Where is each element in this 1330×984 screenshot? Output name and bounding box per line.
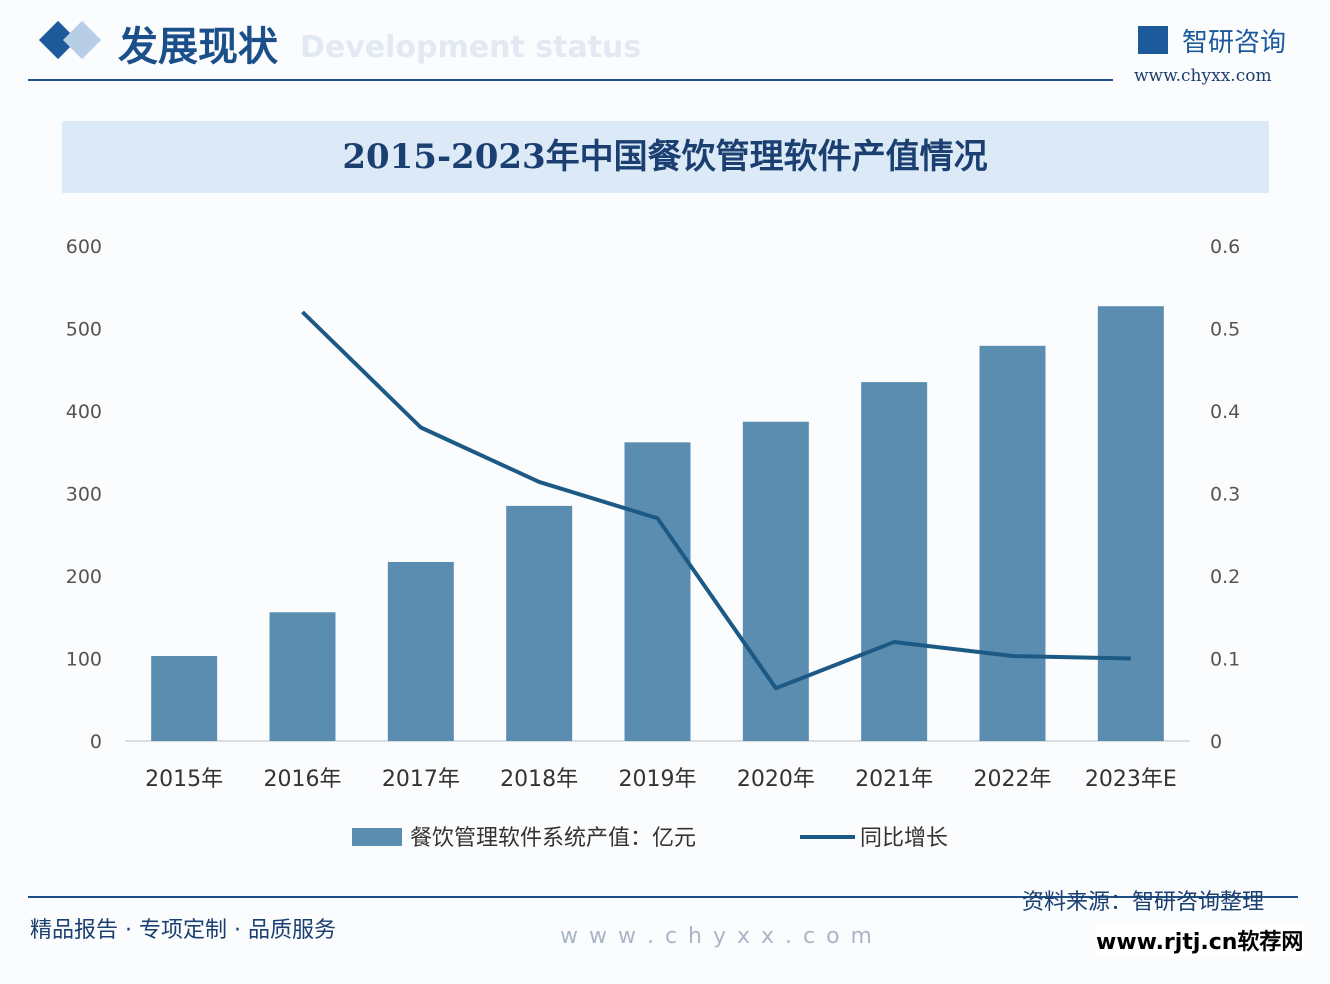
section-subtitle: Development status (300, 30, 642, 65)
x-tick-label: 2020年 (737, 767, 815, 792)
y-left-tick-label: 100 (66, 649, 102, 671)
y-left-tick-label: 300 (66, 484, 102, 506)
bar (742, 421, 809, 741)
y-left-tick-label: 500 (66, 319, 102, 341)
legend-bar-swatch (352, 828, 402, 846)
bar (1097, 306, 1164, 741)
x-tick-label: 2015年 (145, 767, 223, 792)
bar (861, 382, 928, 741)
bar (624, 442, 691, 741)
legend-bar-label: 餐饮管理软件系统产值：亿元 (410, 826, 696, 851)
source-note: 资料来源：智研咨询整理 (1022, 890, 1265, 915)
y-left-tick-label: 0 (90, 731, 102, 753)
footer-divider (28, 896, 1298, 898)
y-right-tick-label: 0 (1210, 731, 1222, 753)
bar (506, 505, 573, 741)
x-tick-label: 2016年 (264, 767, 342, 792)
y-right-tick-label: 0.6 (1210, 236, 1240, 258)
legend-line-label: 同比增长 (860, 826, 948, 851)
growth-line (301, 310, 1131, 691)
bar (269, 612, 336, 741)
x-tick-label: 2019年 (619, 767, 697, 792)
title-band (62, 121, 1269, 193)
y-right-tick-label: 0.3 (1210, 484, 1240, 506)
section-title: 发展现状 (118, 24, 278, 70)
site-watermark: www.rjtj.cn软荐网 (1096, 924, 1304, 956)
logo-icon (1138, 26, 1168, 54)
watermark-url: w w w . c h y x x . c o m (560, 924, 874, 949)
y-right-tick-label: 0.1 (1210, 649, 1240, 671)
bar (151, 656, 218, 741)
logo-url: www.chyxx.com (1134, 66, 1272, 86)
x-tick-label: 2018年 (500, 767, 578, 792)
bar (979, 345, 1046, 741)
x-tick-label: 2022年 (974, 767, 1052, 792)
y-right-tick-label: 0.2 (1210, 566, 1240, 588)
bar (387, 561, 454, 741)
chart-title: 2015-2023年中国餐饮管理软件产值情况 (342, 137, 988, 177)
x-tick-label: 2017年 (382, 767, 460, 792)
logo-text: 智研咨询 (1182, 28, 1287, 58)
divider (28, 79, 1113, 81)
y-right-tick-label: 0.4 (1210, 401, 1240, 423)
x-tick-label: 2021年 (855, 767, 933, 792)
y-left-tick-label: 600 (66, 236, 102, 258)
x-tick-label: 2023年E (1085, 767, 1177, 792)
footer-tagline: 精品报告 · 专项定制 · 品质服务 (30, 918, 336, 943)
y-right-tick-label: 0.5 (1210, 319, 1240, 341)
y-left-tick-label: 200 (66, 566, 102, 588)
y-left-tick-label: 400 (66, 401, 102, 423)
